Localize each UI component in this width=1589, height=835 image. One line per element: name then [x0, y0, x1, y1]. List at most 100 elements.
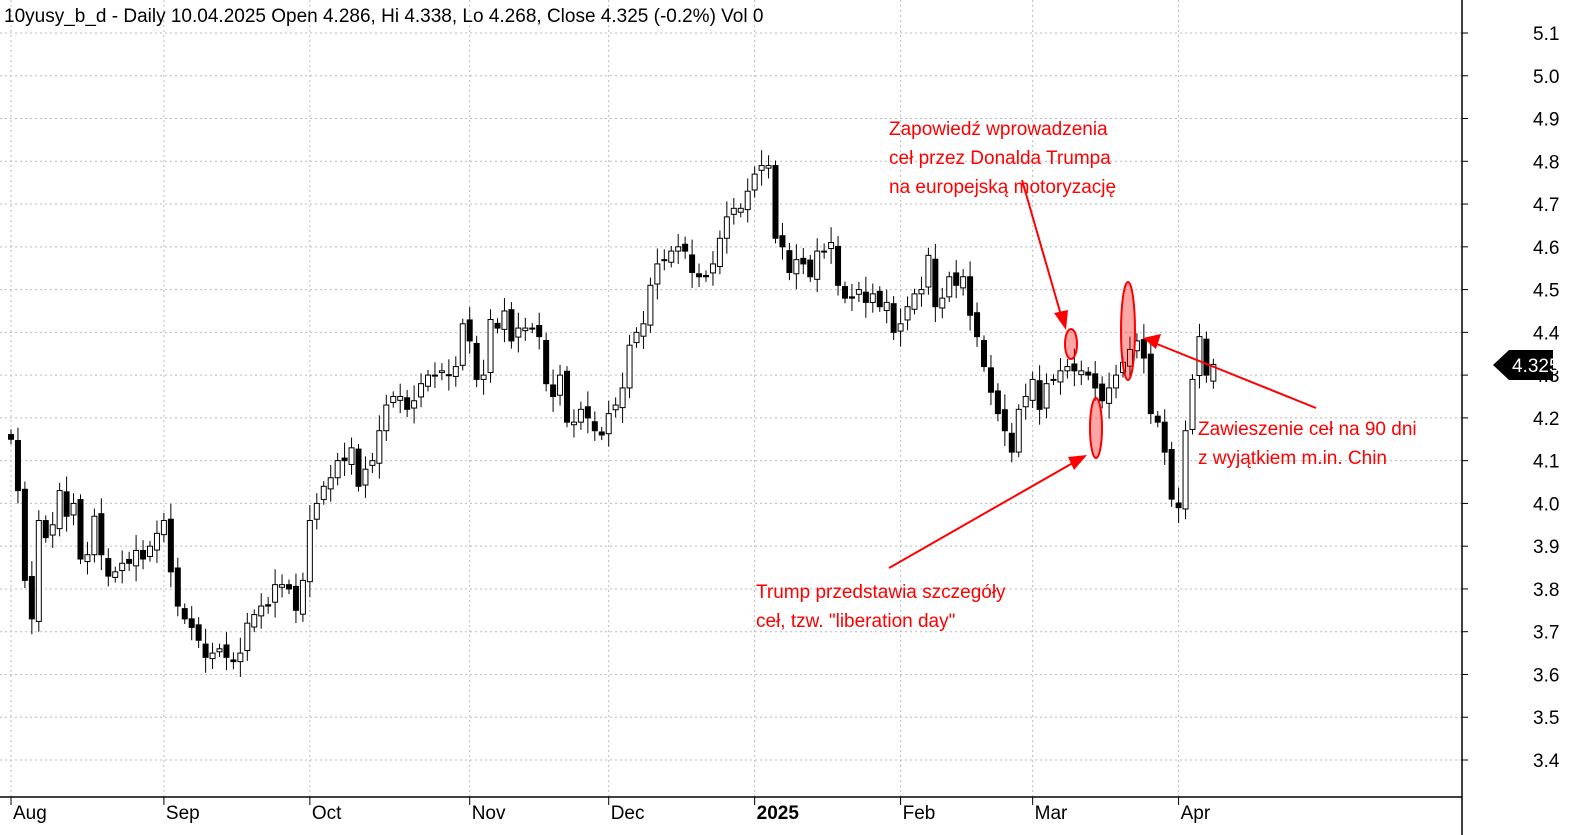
annotation-highlight-ellipse — [1120, 281, 1136, 381]
candle-body — [279, 584, 286, 588]
candle — [675, 233, 682, 264]
candle — [244, 612, 251, 661]
annotation-highlight-ellipse — [1089, 397, 1103, 459]
candle-body — [49, 524, 56, 536]
candle-body — [404, 397, 411, 410]
y-tick-label: 3.7 — [1533, 623, 1559, 644]
candle-body — [1099, 383, 1106, 402]
candle-body — [1126, 348, 1133, 367]
candle — [279, 574, 286, 598]
candle — [1210, 358, 1217, 389]
candle-body — [42, 520, 49, 539]
candle-body — [529, 327, 536, 330]
candle-body — [251, 614, 258, 628]
candle — [258, 593, 265, 629]
candle — [56, 482, 63, 537]
candle — [994, 383, 1001, 422]
candle-body — [1043, 383, 1050, 409]
candle — [821, 243, 828, 259]
candle-body — [835, 245, 842, 286]
candle — [1140, 324, 1147, 374]
candle-body — [355, 448, 362, 487]
candle-body — [383, 404, 390, 432]
candle-body — [292, 585, 299, 611]
candle-body — [216, 648, 223, 653]
candle — [619, 372, 626, 424]
y-tick-label: 4.5 — [1533, 281, 1559, 302]
candle — [605, 400, 612, 447]
y-tick-label: 3.8 — [1533, 580, 1559, 601]
candle — [376, 415, 383, 479]
candle — [772, 160, 779, 244]
candle-body — [362, 468, 369, 486]
candle-body — [223, 644, 230, 658]
candle — [334, 452, 341, 486]
candle — [793, 244, 800, 290]
y-tick-label: 3.4 — [1533, 751, 1560, 772]
candle — [1196, 323, 1203, 389]
candle-body — [70, 502, 77, 516]
candle-body — [376, 430, 383, 464]
candle-body — [696, 273, 703, 278]
candle-body — [1196, 336, 1203, 377]
annotation-text-line: ceł, tzw. "liberation day" — [756, 611, 955, 632]
candle — [341, 442, 348, 477]
candle — [8, 429, 14, 445]
candle-body — [445, 374, 452, 377]
candle-body — [779, 235, 786, 248]
candle — [779, 222, 786, 260]
candle-body — [140, 549, 147, 560]
candle-body — [557, 374, 564, 396]
annotation-text-line: Zawieszenie ceł na 90 dni — [1198, 419, 1417, 440]
grid — [0, 0, 1462, 797]
candle-body — [716, 237, 723, 267]
candle-body — [515, 327, 522, 338]
candle — [1168, 441, 1175, 507]
candle — [723, 201, 730, 254]
candle — [918, 276, 925, 307]
candle-body — [981, 339, 987, 368]
candle — [160, 512, 167, 543]
candle — [202, 628, 209, 673]
candle — [647, 277, 654, 333]
candle — [981, 335, 987, 372]
candle-body — [570, 421, 577, 426]
candle-body — [800, 257, 807, 265]
candle-body — [1015, 408, 1022, 453]
candle — [911, 288, 918, 315]
candle-body — [855, 289, 862, 295]
candle — [626, 334, 633, 399]
candle — [1203, 331, 1210, 383]
candle-body — [174, 567, 181, 607]
candle — [42, 515, 49, 543]
candle — [946, 271, 953, 302]
y-tick-label: 5.0 — [1533, 67, 1559, 88]
candle — [835, 236, 842, 296]
candle — [487, 309, 494, 383]
candle-body — [744, 190, 751, 211]
candle-body — [675, 246, 682, 252]
candle — [1085, 366, 1092, 381]
candle-body — [487, 319, 494, 374]
candle-body — [105, 558, 112, 577]
candle-body — [987, 367, 994, 393]
candle — [508, 301, 515, 349]
candle — [1022, 383, 1029, 420]
candle — [1029, 371, 1036, 409]
candle-body — [751, 173, 758, 191]
candle — [564, 366, 570, 428]
candle — [306, 505, 313, 598]
candle-body — [814, 250, 821, 280]
candle-body — [35, 520, 42, 622]
candle — [362, 456, 369, 498]
candle — [682, 236, 689, 259]
candle-body — [501, 310, 508, 330]
annotation-highlight-ellipse — [1064, 328, 1078, 360]
candle-body — [348, 447, 355, 465]
candle — [1154, 411, 1161, 428]
candle-body — [265, 604, 272, 607]
candle — [1015, 404, 1022, 458]
candle-body — [1064, 366, 1071, 372]
candle-body — [327, 477, 334, 490]
